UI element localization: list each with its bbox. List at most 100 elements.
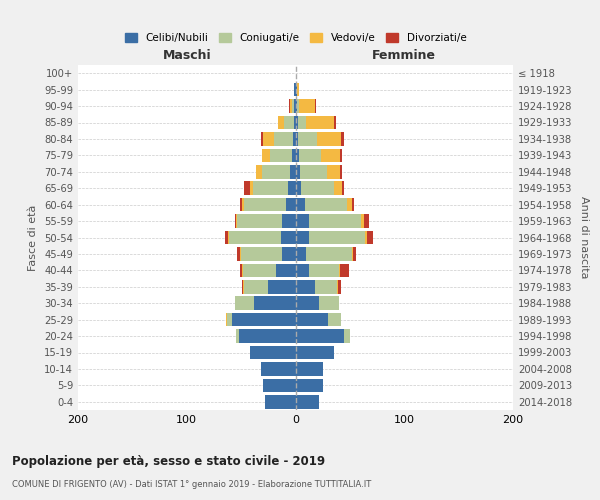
Bar bbox=[308, 214, 361, 228]
Bar bbox=[235, 296, 254, 310]
Bar bbox=[327, 165, 340, 178]
Bar bbox=[299, 148, 320, 162]
Bar bbox=[236, 330, 239, 343]
Bar bbox=[286, 198, 296, 211]
Bar bbox=[300, 165, 327, 178]
Bar bbox=[342, 182, 344, 195]
Bar bbox=[244, 264, 276, 277]
Bar bbox=[228, 231, 229, 244]
Bar bbox=[240, 247, 241, 260]
Bar bbox=[271, 148, 292, 162]
Bar bbox=[296, 264, 308, 277]
Bar bbox=[320, 148, 340, 162]
Bar bbox=[334, 182, 342, 195]
Bar bbox=[262, 165, 290, 178]
Bar bbox=[296, 296, 319, 310]
Bar bbox=[317, 132, 341, 145]
Bar bbox=[278, 116, 284, 129]
Bar bbox=[236, 214, 237, 228]
Bar bbox=[296, 330, 344, 343]
Bar bbox=[296, 83, 299, 96]
Bar bbox=[244, 280, 268, 293]
Bar bbox=[296, 100, 299, 113]
Bar bbox=[367, 231, 373, 244]
Bar bbox=[260, 362, 296, 376]
Bar bbox=[295, 100, 296, 113]
Bar bbox=[296, 116, 298, 129]
Bar bbox=[225, 231, 228, 244]
Bar bbox=[296, 132, 298, 145]
Bar bbox=[290, 100, 292, 113]
Bar bbox=[242, 198, 244, 211]
Bar bbox=[295, 116, 296, 129]
Bar bbox=[295, 83, 296, 96]
Bar bbox=[237, 247, 240, 260]
Bar bbox=[284, 116, 295, 129]
Bar bbox=[364, 214, 370, 228]
Bar bbox=[301, 182, 334, 195]
Bar bbox=[328, 313, 341, 326]
Bar bbox=[347, 198, 352, 211]
Bar bbox=[296, 247, 307, 260]
Bar bbox=[240, 198, 242, 211]
Bar bbox=[340, 264, 349, 277]
Y-axis label: Anni di nascita: Anni di nascita bbox=[579, 196, 589, 279]
Bar bbox=[265, 395, 296, 408]
Bar bbox=[340, 165, 342, 178]
Bar bbox=[298, 132, 317, 145]
Bar bbox=[338, 280, 341, 293]
Y-axis label: Fasce di età: Fasce di età bbox=[28, 204, 38, 270]
Bar bbox=[296, 165, 300, 178]
Text: Popolazione per età, sesso e stato civile - 2019: Popolazione per età, sesso e stato civil… bbox=[12, 455, 325, 468]
Bar bbox=[340, 148, 342, 162]
Bar bbox=[268, 280, 296, 293]
Bar bbox=[254, 296, 296, 310]
Text: Femmine: Femmine bbox=[372, 48, 436, 62]
Bar bbox=[232, 313, 296, 326]
Bar bbox=[283, 214, 296, 228]
Bar bbox=[353, 247, 356, 260]
Bar bbox=[250, 182, 253, 195]
Bar bbox=[288, 182, 296, 195]
Bar bbox=[296, 280, 315, 293]
Bar bbox=[352, 247, 353, 260]
Bar bbox=[296, 346, 334, 359]
Bar bbox=[289, 100, 290, 113]
Bar bbox=[319, 296, 339, 310]
Bar bbox=[274, 132, 293, 145]
Bar bbox=[365, 231, 367, 244]
Bar bbox=[283, 247, 296, 260]
Bar bbox=[296, 378, 323, 392]
Bar bbox=[307, 247, 352, 260]
Bar bbox=[276, 264, 296, 277]
Text: Maschi: Maschi bbox=[163, 48, 211, 62]
Bar bbox=[296, 214, 308, 228]
Bar bbox=[263, 132, 274, 145]
Text: COMUNE DI FRIGENTO (AV) - Dati ISTAT 1° gennaio 2019 - Elaborazione TUTTITALIA.I: COMUNE DI FRIGENTO (AV) - Dati ISTAT 1° … bbox=[12, 480, 371, 489]
Bar bbox=[296, 231, 308, 244]
Bar bbox=[229, 231, 281, 244]
Bar bbox=[296, 182, 301, 195]
Bar bbox=[240, 264, 242, 277]
Bar bbox=[296, 148, 299, 162]
Bar bbox=[244, 198, 286, 211]
Bar bbox=[315, 100, 316, 113]
Bar bbox=[308, 231, 365, 244]
Bar bbox=[305, 198, 347, 211]
Bar bbox=[352, 198, 354, 211]
Bar bbox=[341, 132, 344, 145]
Bar bbox=[293, 132, 296, 145]
Bar bbox=[292, 148, 296, 162]
Bar bbox=[253, 182, 288, 195]
Bar bbox=[308, 264, 339, 277]
Bar bbox=[296, 313, 328, 326]
Bar bbox=[241, 247, 283, 260]
Bar bbox=[281, 231, 296, 244]
Bar bbox=[290, 165, 296, 178]
Bar bbox=[235, 214, 236, 228]
Bar bbox=[262, 148, 271, 162]
Bar bbox=[344, 330, 350, 343]
Bar bbox=[237, 214, 283, 228]
Bar bbox=[339, 264, 340, 277]
Bar bbox=[298, 116, 307, 129]
